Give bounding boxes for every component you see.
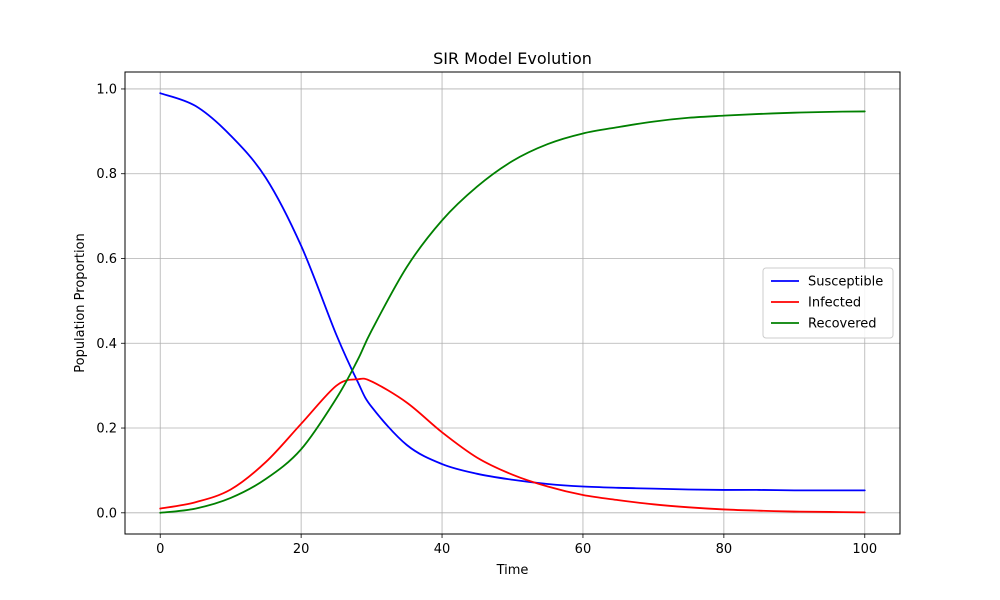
x-tick-label: 100	[852, 542, 877, 557]
y-tick-label: 0.0	[96, 506, 117, 521]
y-tick-label: 0.4	[96, 337, 117, 352]
x-axis-label: Time	[496, 563, 529, 578]
legend-label-susceptible: Susceptible	[808, 275, 883, 290]
plot-frame	[124, 71, 901, 535]
legend-box	[762, 267, 894, 339]
series-line-infected	[159, 377, 866, 514]
x-tick-label: 40	[434, 542, 451, 557]
y-tick-label: 0.2	[96, 422, 117, 437]
x-tick-label: 20	[293, 542, 310, 557]
x-tick-label: 80	[716, 542, 733, 557]
y-tick-label: 0.6	[96, 252, 117, 267]
legend: Susceptible Infected Recovered	[762, 267, 894, 339]
series-lines	[159, 92, 866, 514]
x-tick-label: 0	[156, 542, 164, 557]
chart-title: SIR Model Evolution	[433, 49, 592, 68]
y-axis-ticks: 0.0 0.2 0.4 0.6 0.8 1.0	[96, 82, 125, 521]
legend-label-recovered: Recovered	[808, 317, 877, 332]
x-tick-label: 60	[575, 542, 592, 557]
series-line-susceptible	[159, 92, 866, 492]
y-tick-label: 0.8	[96, 167, 117, 182]
y-tick-label: 1.0	[96, 82, 117, 97]
series-line-recovered	[159, 110, 866, 514]
legend-label-infected: Infected	[808, 296, 861, 311]
x-axis-ticks: 0 20 40 60 80 100	[156, 534, 877, 557]
y-axis-label: Population Proportion	[73, 233, 88, 373]
